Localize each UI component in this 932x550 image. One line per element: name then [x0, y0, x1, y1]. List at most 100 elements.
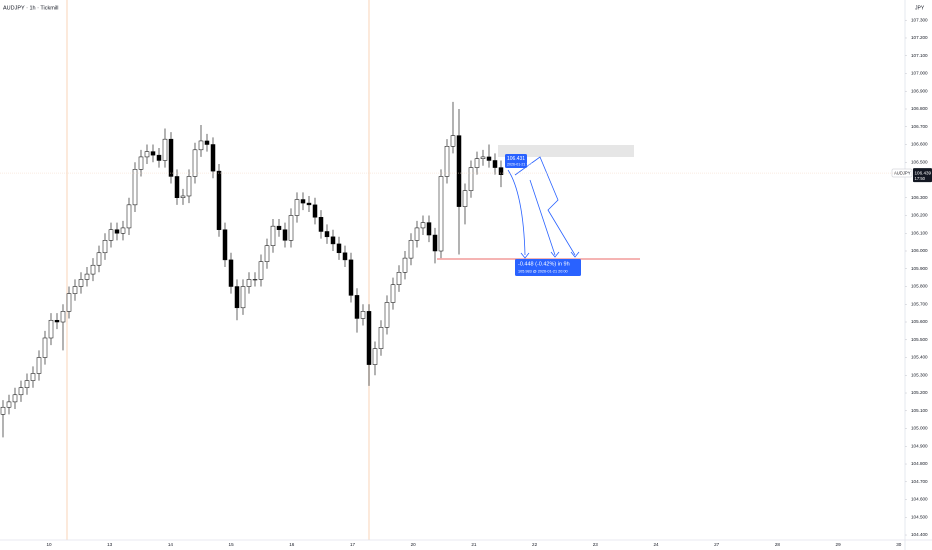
y-tick-label: 105.300: [911, 372, 928, 377]
candle-body: [222, 229, 228, 261]
axes: 107.300 107.200 107.100 107.000 106.900 106.8…: [46, 17, 928, 547]
candle-body: [60, 311, 66, 323]
y-tick-label: 105.400: [911, 355, 928, 360]
candle-body: [54, 319, 60, 323]
candle-body: [330, 236, 336, 245]
y-tick-label: 104.600: [911, 497, 928, 502]
y-tick-label: 105.100: [911, 408, 928, 413]
candle-body: [48, 319, 54, 339]
candle-body: [36, 357, 42, 374]
candle-body: [480, 156, 486, 159]
y-tick-label: 105.600: [911, 319, 928, 324]
candle-body: [0, 406, 6, 415]
arrow: [514, 156, 576, 256]
candle-body: [372, 348, 378, 365]
candle-body: [78, 279, 84, 287]
candle-body: [360, 311, 366, 319]
y-tick-label: 104.900: [911, 443, 928, 448]
candle-body: [144, 151, 150, 158]
arrow-head: [570, 251, 580, 258]
y-tick-label: 104.700: [911, 479, 928, 484]
candle-body: [288, 215, 294, 241]
target-text: 105.983 @ 2026-01-21 20:00: [518, 270, 568, 274]
arrow: [529, 179, 556, 256]
x-tick-label: 15: [229, 542, 235, 547]
candle-body: [402, 257, 408, 273]
candle-body: [324, 231, 330, 238]
candle-body: [186, 176, 192, 197]
candle-body: [42, 337, 48, 358]
candle-body: [396, 272, 402, 285]
arrow-head: [550, 251, 560, 258]
candle-body: [96, 252, 102, 266]
y-tick-label: 105.800: [911, 284, 928, 289]
candle-body: [240, 286, 246, 309]
candle-body: [456, 135, 462, 207]
x-tick-label: 14: [168, 542, 174, 547]
candle-body: [192, 149, 198, 177]
y-tick-label: 105.500: [911, 337, 928, 342]
y-tick-label: 106.300: [911, 195, 928, 200]
zone-rectangle: [498, 145, 634, 157]
candle-body: [204, 140, 210, 145]
candle-body: [84, 273, 90, 280]
x-tick-label: 22: [532, 542, 538, 547]
candle-body: [102, 240, 108, 254]
candle-body: [492, 160, 498, 168]
candle-body: [228, 259, 234, 287]
candle-body: [468, 167, 474, 191]
change-label-box: [515, 259, 581, 276]
entry-label-box: [505, 154, 527, 168]
x-tick-label: 29: [836, 542, 842, 547]
y-tick-label: 104.800: [911, 461, 928, 466]
candle-body: [132, 169, 138, 206]
candle-body: [174, 176, 180, 199]
candle-body: [234, 286, 240, 309]
x-tick-label: 16: [289, 542, 295, 547]
candle-body: [258, 261, 264, 280]
candle-body: [444, 146, 450, 177]
candle-body: [432, 234, 438, 252]
candle-body: [498, 167, 504, 175]
currency-label: JPY: [915, 5, 925, 11]
candle-body: [366, 311, 372, 365]
x-tick-label: 10: [46, 542, 52, 547]
y-tick-label: 106.100: [911, 230, 928, 235]
candle-body: [180, 195, 186, 199]
candle-body: [462, 190, 468, 207]
y-tick-label: 107.300: [911, 17, 928, 22]
candle-body: [114, 229, 120, 234]
candle-body: [150, 151, 156, 156]
candle-body: [276, 225, 282, 230]
x-tick-label: 28: [775, 542, 781, 547]
change-text: -0.448 (-0.42%) in 9h: [518, 261, 570, 267]
candle-body: [120, 227, 126, 234]
candle-body: [450, 135, 456, 147]
arrow: [507, 169, 526, 256]
candle-body: [486, 156, 492, 161]
y-tick-label: 107.100: [911, 53, 928, 58]
candle-body: [390, 284, 396, 303]
candle-body: [420, 222, 426, 229]
candle-body: [354, 295, 360, 319]
y-tick-label: 107.000: [911, 71, 928, 76]
candle-body: [72, 286, 78, 294]
candle-body: [318, 217, 324, 232]
candle-body: [18, 387, 24, 396]
x-tick-label: 20: [411, 542, 417, 547]
candle-body: [294, 199, 300, 216]
candle-body: [264, 245, 270, 262]
last-price-countdown: 17:50: [915, 176, 926, 181]
candle-body: [474, 158, 480, 168]
candle-body: [30, 373, 36, 381]
candle-body: [210, 144, 216, 172]
entry-time: 2026-01-21 11:00: [507, 162, 535, 166]
x-tick-label: 24: [653, 542, 659, 547]
y-tick-label: 106.700: [911, 124, 928, 129]
candle-body: [348, 259, 354, 296]
candle-body: [426, 222, 432, 236]
candle-body: [108, 229, 114, 241]
x-tick-label: 30: [896, 542, 902, 547]
candle-body: [336, 243, 342, 254]
x-tick-label: 17: [350, 542, 356, 547]
